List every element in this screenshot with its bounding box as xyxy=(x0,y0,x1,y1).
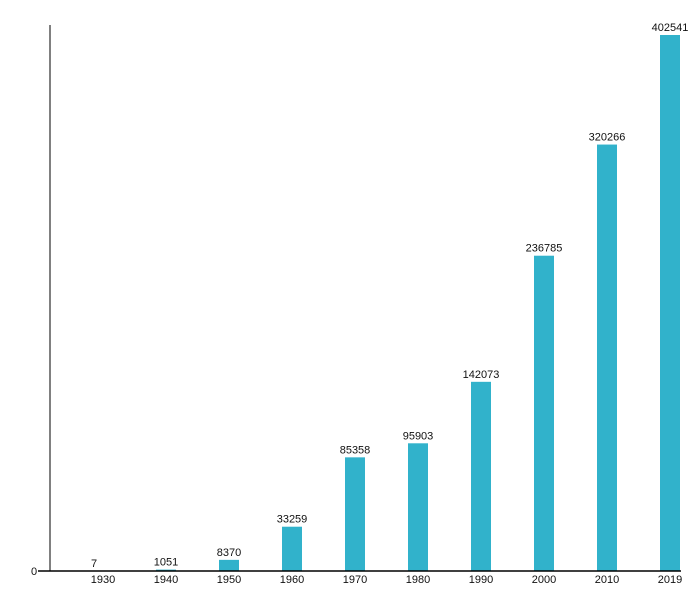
data-label: 85358 xyxy=(340,444,371,456)
data-label: 402541 xyxy=(652,22,689,34)
bar-2010 xyxy=(597,145,617,571)
x-tick-label: 1940 xyxy=(154,574,178,586)
data-label: 95903 xyxy=(403,430,434,442)
data-label: 236785 xyxy=(526,243,563,255)
bar-2000 xyxy=(534,256,554,571)
x-tick-label: 1960 xyxy=(280,574,304,586)
x-tick-label: 1990 xyxy=(469,574,493,586)
x-tick-label: 1980 xyxy=(406,574,430,586)
data-label: 142073 xyxy=(463,369,500,381)
x-tick-label: 2010 xyxy=(595,574,619,586)
bar-1970 xyxy=(345,457,365,571)
bar-1960 xyxy=(282,527,302,571)
bar-1990 xyxy=(471,382,491,571)
bar-2019 xyxy=(660,35,680,571)
x-tick-label: 1970 xyxy=(343,574,367,586)
data-label: 7 xyxy=(91,558,97,570)
bar-1980 xyxy=(408,443,428,571)
data-label: 1051 xyxy=(154,557,178,569)
bar-1950 xyxy=(219,560,239,571)
data-label: 8370 xyxy=(217,547,241,559)
x-tick-label: 2000 xyxy=(532,574,556,586)
data-label: 33259 xyxy=(277,514,308,526)
data-label: 320266 xyxy=(589,132,626,144)
y-tick-label: 0 xyxy=(31,566,37,578)
x-tick-label: 1950 xyxy=(217,574,241,586)
x-tick-label: 1930 xyxy=(91,574,115,586)
x-tick-label: 2019 xyxy=(658,574,682,586)
